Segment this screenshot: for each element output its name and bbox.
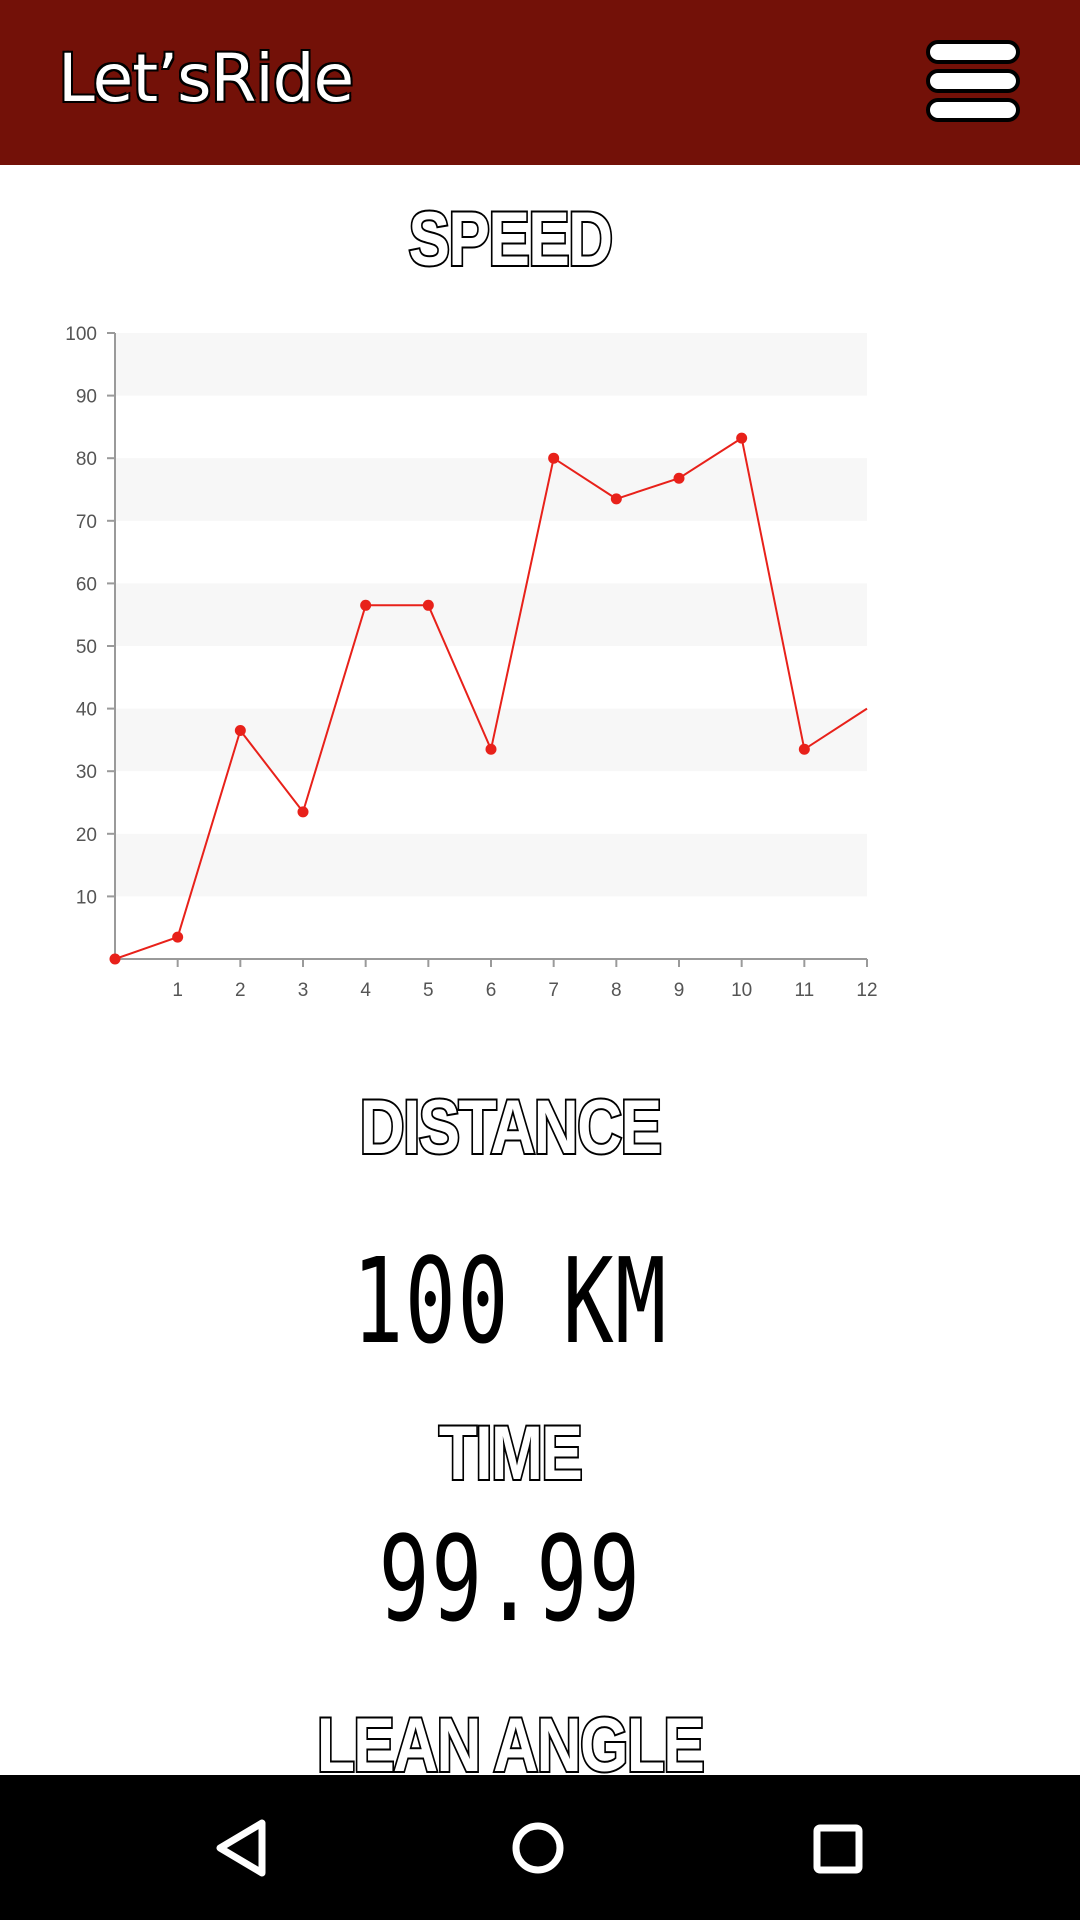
chart-x-tick-label: 5 bbox=[423, 980, 434, 1001]
home-circle-icon[interactable] bbox=[478, 1775, 598, 1920]
chart-x-tick-label: 9 bbox=[674, 980, 685, 1001]
chart-data-point bbox=[109, 953, 121, 965]
chart-x-tick-label: 3 bbox=[298, 980, 309, 1001]
chart-y-tick-label: 100 bbox=[65, 324, 97, 345]
chart-data-point bbox=[736, 432, 748, 444]
chart-data-point bbox=[548, 452, 560, 464]
chart-y-tick-label: 30 bbox=[76, 762, 97, 783]
chart-data-point bbox=[234, 725, 246, 737]
distance-heading: DISTANCE bbox=[358, 1083, 664, 1172]
chart-y-tick-label: 70 bbox=[76, 512, 97, 533]
distance-value: 100 KM bbox=[352, 1232, 668, 1370]
chart-x-tick-label: 1 bbox=[172, 980, 183, 1001]
chart-data-point bbox=[172, 931, 184, 943]
time-value: 99.99 bbox=[378, 1510, 642, 1648]
chart-y-tick-label: 20 bbox=[76, 825, 97, 846]
chart-y-tick-label: 10 bbox=[76, 887, 97, 908]
chart-x-tick-label: 4 bbox=[360, 980, 371, 1001]
chart-y-tick-label: 90 bbox=[76, 387, 97, 408]
chart-grid-band bbox=[115, 333, 867, 396]
chart-grid-band bbox=[115, 458, 867, 521]
chart-data-point bbox=[422, 599, 434, 611]
chart-y-tick-label: 80 bbox=[76, 449, 97, 470]
hamburger-menu-icon[interactable] bbox=[922, 38, 1020, 128]
chart-data-point bbox=[297, 806, 309, 818]
chart-data-point bbox=[798, 743, 810, 755]
chart-y-tick-label: 40 bbox=[76, 700, 97, 721]
back-triangle-icon[interactable] bbox=[180, 1775, 300, 1920]
time-heading: TIME bbox=[437, 1409, 584, 1498]
menu-bar-line bbox=[926, 69, 1020, 93]
menu-bar-line bbox=[926, 98, 1020, 122]
chart-x-tick-label: 12 bbox=[856, 980, 877, 1001]
chart-grid-band bbox=[115, 833, 867, 897]
chart-data-point bbox=[610, 493, 622, 505]
speed-heading: SPEED bbox=[407, 195, 615, 284]
chart-x-tick-label: 6 bbox=[486, 980, 497, 1001]
system-navigation-bar bbox=[0, 1775, 1080, 1920]
chart-x-tick-label: 7 bbox=[548, 980, 559, 1001]
chart-y-tick-label: 60 bbox=[76, 574, 97, 595]
chart-x-tick-label: 10 bbox=[731, 980, 752, 1001]
app-title: Let’sRide bbox=[58, 40, 354, 117]
chart-grid-band bbox=[115, 708, 867, 772]
recents-square-icon[interactable] bbox=[777, 1775, 897, 1920]
chart-data-point bbox=[485, 743, 497, 755]
chart-data-point bbox=[673, 472, 685, 484]
chart-y-tick-label: 50 bbox=[76, 637, 97, 658]
chart-data-point bbox=[360, 599, 372, 611]
chart-x-tick-label: 11 bbox=[794, 980, 814, 1001]
chart-x-tick-label: 2 bbox=[235, 980, 246, 1001]
chart-x-tick-label: 8 bbox=[611, 980, 622, 1001]
chart-grid-band bbox=[115, 583, 867, 646]
menu-bar-line bbox=[926, 40, 1020, 64]
app-bar: Let’sRide bbox=[0, 0, 1080, 165]
